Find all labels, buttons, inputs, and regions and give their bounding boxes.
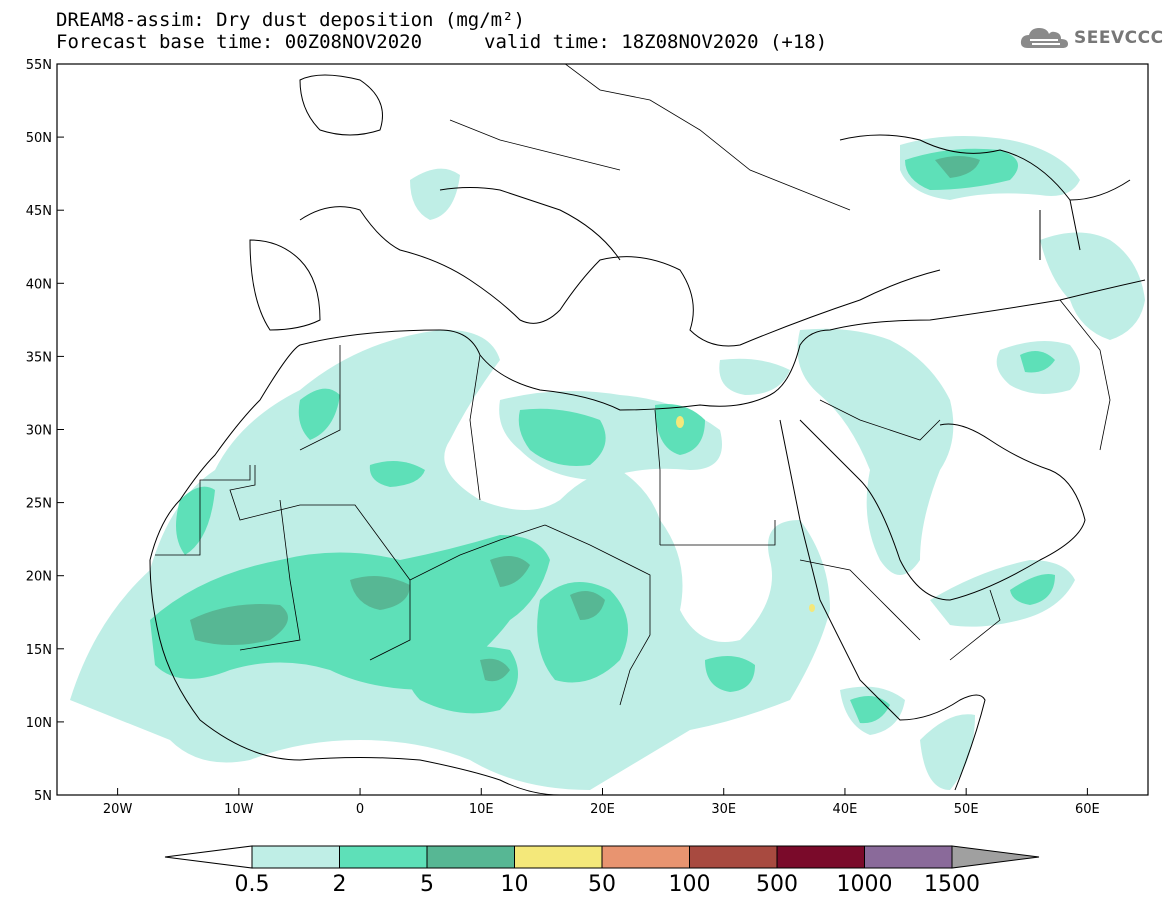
lon-tick-label: 20W xyxy=(103,802,133,817)
lon-tick-label: 10W xyxy=(224,802,254,817)
colorbar-label: 0.5 xyxy=(235,872,270,897)
lon-tick-label: 50E xyxy=(954,802,979,817)
valid-time: valid time: 18Z08NOV2020 (+18) xyxy=(484,31,828,53)
lon-tick-label: 10E xyxy=(469,802,494,817)
dust-level-5 xyxy=(190,156,980,682)
lon-tick-label: 20E xyxy=(590,802,615,817)
colorbar-label: 2 xyxy=(333,872,347,897)
colorbar-label: 10 xyxy=(501,872,529,897)
colorbar-swatch xyxy=(689,845,778,869)
colorbar-low-arrow xyxy=(164,845,253,869)
colorbar-swatch xyxy=(251,845,340,869)
lat-tick-label: 45N xyxy=(26,204,52,219)
lon-tick-label: 0 xyxy=(356,802,364,817)
colorbar-swatch xyxy=(339,845,428,869)
seevccc-logo: SEEVCCC xyxy=(1018,24,1164,52)
colorbar-swatch xyxy=(776,845,865,869)
dust-level-10 xyxy=(676,416,815,612)
lon-tick-label: 60E xyxy=(1075,802,1100,817)
dust-level-2 xyxy=(150,148,1055,724)
dust-field xyxy=(70,64,1146,795)
lat-tick-label: 20N xyxy=(26,570,52,585)
lat-tick-label: 5N xyxy=(34,789,52,804)
colorbar-label: 5 xyxy=(420,872,434,897)
lon-tick-label: 40E xyxy=(833,802,858,817)
colorbar-swatch xyxy=(601,845,690,869)
colorbar-label: 50 xyxy=(588,872,616,897)
lat-tick-label: 10N xyxy=(26,716,52,731)
lat-tick-label: 30N xyxy=(26,424,52,439)
latitude-ticks: 55N 50N 45N 40N 35N 30N 25N 20N 15N 10N 5N xyxy=(26,58,64,804)
lat-tick-label: 40N xyxy=(26,277,52,292)
colorbar-label: 1500 xyxy=(924,872,980,897)
colorbar-labels: 0.5 2 5 10 50 100 500 1000 1500 xyxy=(235,872,981,897)
country-borders xyxy=(155,64,1111,706)
lat-tick-label: 25N xyxy=(26,497,52,512)
lat-tick-label: 15N xyxy=(26,643,52,658)
forecast-base-time: Forecast base time: 00Z08NOV2020 xyxy=(56,31,423,53)
colorbar-swatch xyxy=(514,845,603,869)
colorbar-swatches xyxy=(164,845,1040,869)
colorbar-label: 500 xyxy=(756,872,798,897)
cloud-icon xyxy=(1020,28,1068,48)
coastlines xyxy=(149,74,1146,795)
lon-tick-label: 30E xyxy=(711,802,736,817)
colorbar-swatch xyxy=(426,845,515,869)
longitude-ticks: 20W 10W 0 10E 20E 30E 40E 50E 60E xyxy=(103,788,1100,817)
colorbar-label: 100 xyxy=(669,872,711,897)
colorbar-label: 1000 xyxy=(837,872,893,897)
lat-tick-label: 50N xyxy=(26,131,52,146)
colorbar-high-arrow xyxy=(951,845,1040,869)
map-title: DREAM8-assim: Dry dust deposition (mg/m²… xyxy=(56,9,525,31)
lat-tick-label: 55N xyxy=(26,58,52,73)
lat-tick-label: 35N xyxy=(26,350,52,365)
logo-text: SEEVCCC xyxy=(1074,28,1164,48)
colorbar-swatch xyxy=(864,845,953,869)
